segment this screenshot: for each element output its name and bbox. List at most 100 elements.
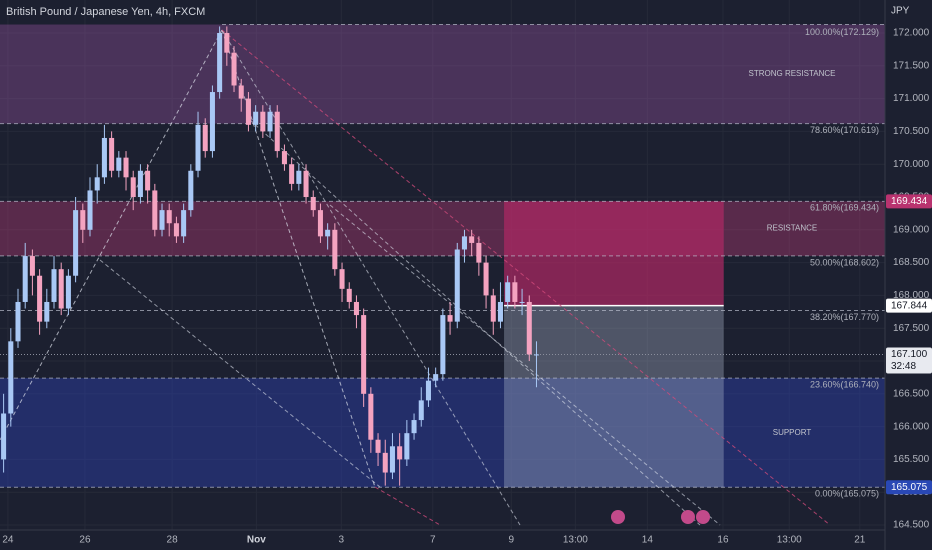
candle-body [101,137,107,178]
candle-body [195,124,201,171]
candle-body [145,170,151,191]
candle-body [281,151,287,165]
candle-body [389,446,395,473]
fib-label: 38.20%(167.770) [810,312,879,322]
zone [0,201,885,256]
candle-body [80,210,86,230]
candle-body [512,282,518,302]
candle-body [188,170,194,211]
candle-body [361,315,367,394]
price-label-box [886,194,932,209]
zone [0,378,885,488]
price-label: 167.844 [891,300,928,311]
candle-body [8,341,14,414]
y-tick-label: 170.500 [893,126,930,137]
candle-body [289,164,295,184]
fib-label: 100.00%(172.129) [805,27,879,37]
fib-label: 0.00%(165.075) [815,489,879,499]
candle-body [73,210,79,276]
y-tick-label: 167.500 [893,323,930,334]
candle-body [339,269,345,289]
event-icon [611,510,625,524]
stop-area [504,305,724,488]
countdown: 32:48 [891,361,916,372]
candle-body [137,170,143,198]
x-tick-label: 26 [79,535,91,546]
price-label: 167.100 [891,349,928,360]
channel-line [221,29,831,526]
price-label-box [886,298,932,313]
candle-body [65,275,71,309]
candle-body [447,315,453,322]
y-tick-label: 166.500 [893,388,930,399]
candle-body [332,229,338,270]
candle-body [209,92,215,152]
candle-body [368,393,374,440]
candle-body [238,85,244,99]
candle-body [440,315,446,375]
x-tick-label: 16 [717,535,729,546]
candle-body [224,32,230,53]
candle-body [217,32,223,93]
candle-body [44,301,50,322]
channel-line [329,204,721,526]
candle-body [130,177,136,198]
price-label-box [886,347,932,374]
candle-body [353,301,359,316]
labels: 164.500165.000165.500166.000166.500167.0… [2,27,932,546]
candle-body [425,380,431,401]
candle-body [404,433,410,460]
candle-body [317,210,323,237]
candle-body [267,111,273,132]
x-tick-label: 7 [430,535,436,546]
price-label: 165.075 [891,482,928,493]
candle-body [29,256,35,276]
candle-body [123,157,129,178]
candle-body [159,210,165,230]
candle-body [22,256,28,302]
candle-body [433,374,439,381]
event-icon [696,510,710,524]
candle-body [526,301,532,355]
candle-body [166,210,172,224]
fib-label: 78.60%(170.619) [810,125,879,135]
channel-line [249,119,701,526]
y-tick-label: 168.500 [893,257,930,268]
x-tick-label: 3 [339,535,345,546]
candle-body [94,177,100,191]
candle-body [325,229,331,237]
candle-body [58,269,64,309]
candles [1,26,539,486]
fib-label: 61.80%(169.434) [810,203,879,213]
candle-body [51,269,57,302]
y-tick-label: 170.000 [893,159,930,170]
x-tick-label: 28 [167,535,179,546]
y-tick-label: 165.500 [893,454,930,465]
candle-body [260,111,266,132]
chart-title: British Pound / Japanese Yen, 4h, FXCM [6,6,205,18]
candle-body [181,210,187,237]
candle-body [505,282,511,302]
event-icons [611,510,710,524]
candle-body [274,111,280,152]
candle-body [245,98,251,125]
candle-body [519,301,525,303]
fib-label: 50.00%(168.602) [810,257,879,267]
price-label-box [886,480,932,495]
candle-body [173,223,179,237]
candle-body [375,439,381,453]
fan-line [0,29,223,441]
candle-body [497,301,503,322]
y-tick-label: 171.500 [893,60,930,71]
axis-label: JPY [891,6,910,17]
x-tick-label: 13:00 [563,535,588,546]
candle-body [87,190,93,230]
y-tick-label: 171.000 [893,93,930,104]
candle-body [469,236,475,243]
candle-body [346,288,352,302]
x-tick-label: 24 [2,535,14,546]
fib-label: 23.60%(166.740) [810,379,879,389]
y-tick-label: 168.000 [893,290,930,301]
layers [0,24,885,488]
candle-body [253,111,259,125]
